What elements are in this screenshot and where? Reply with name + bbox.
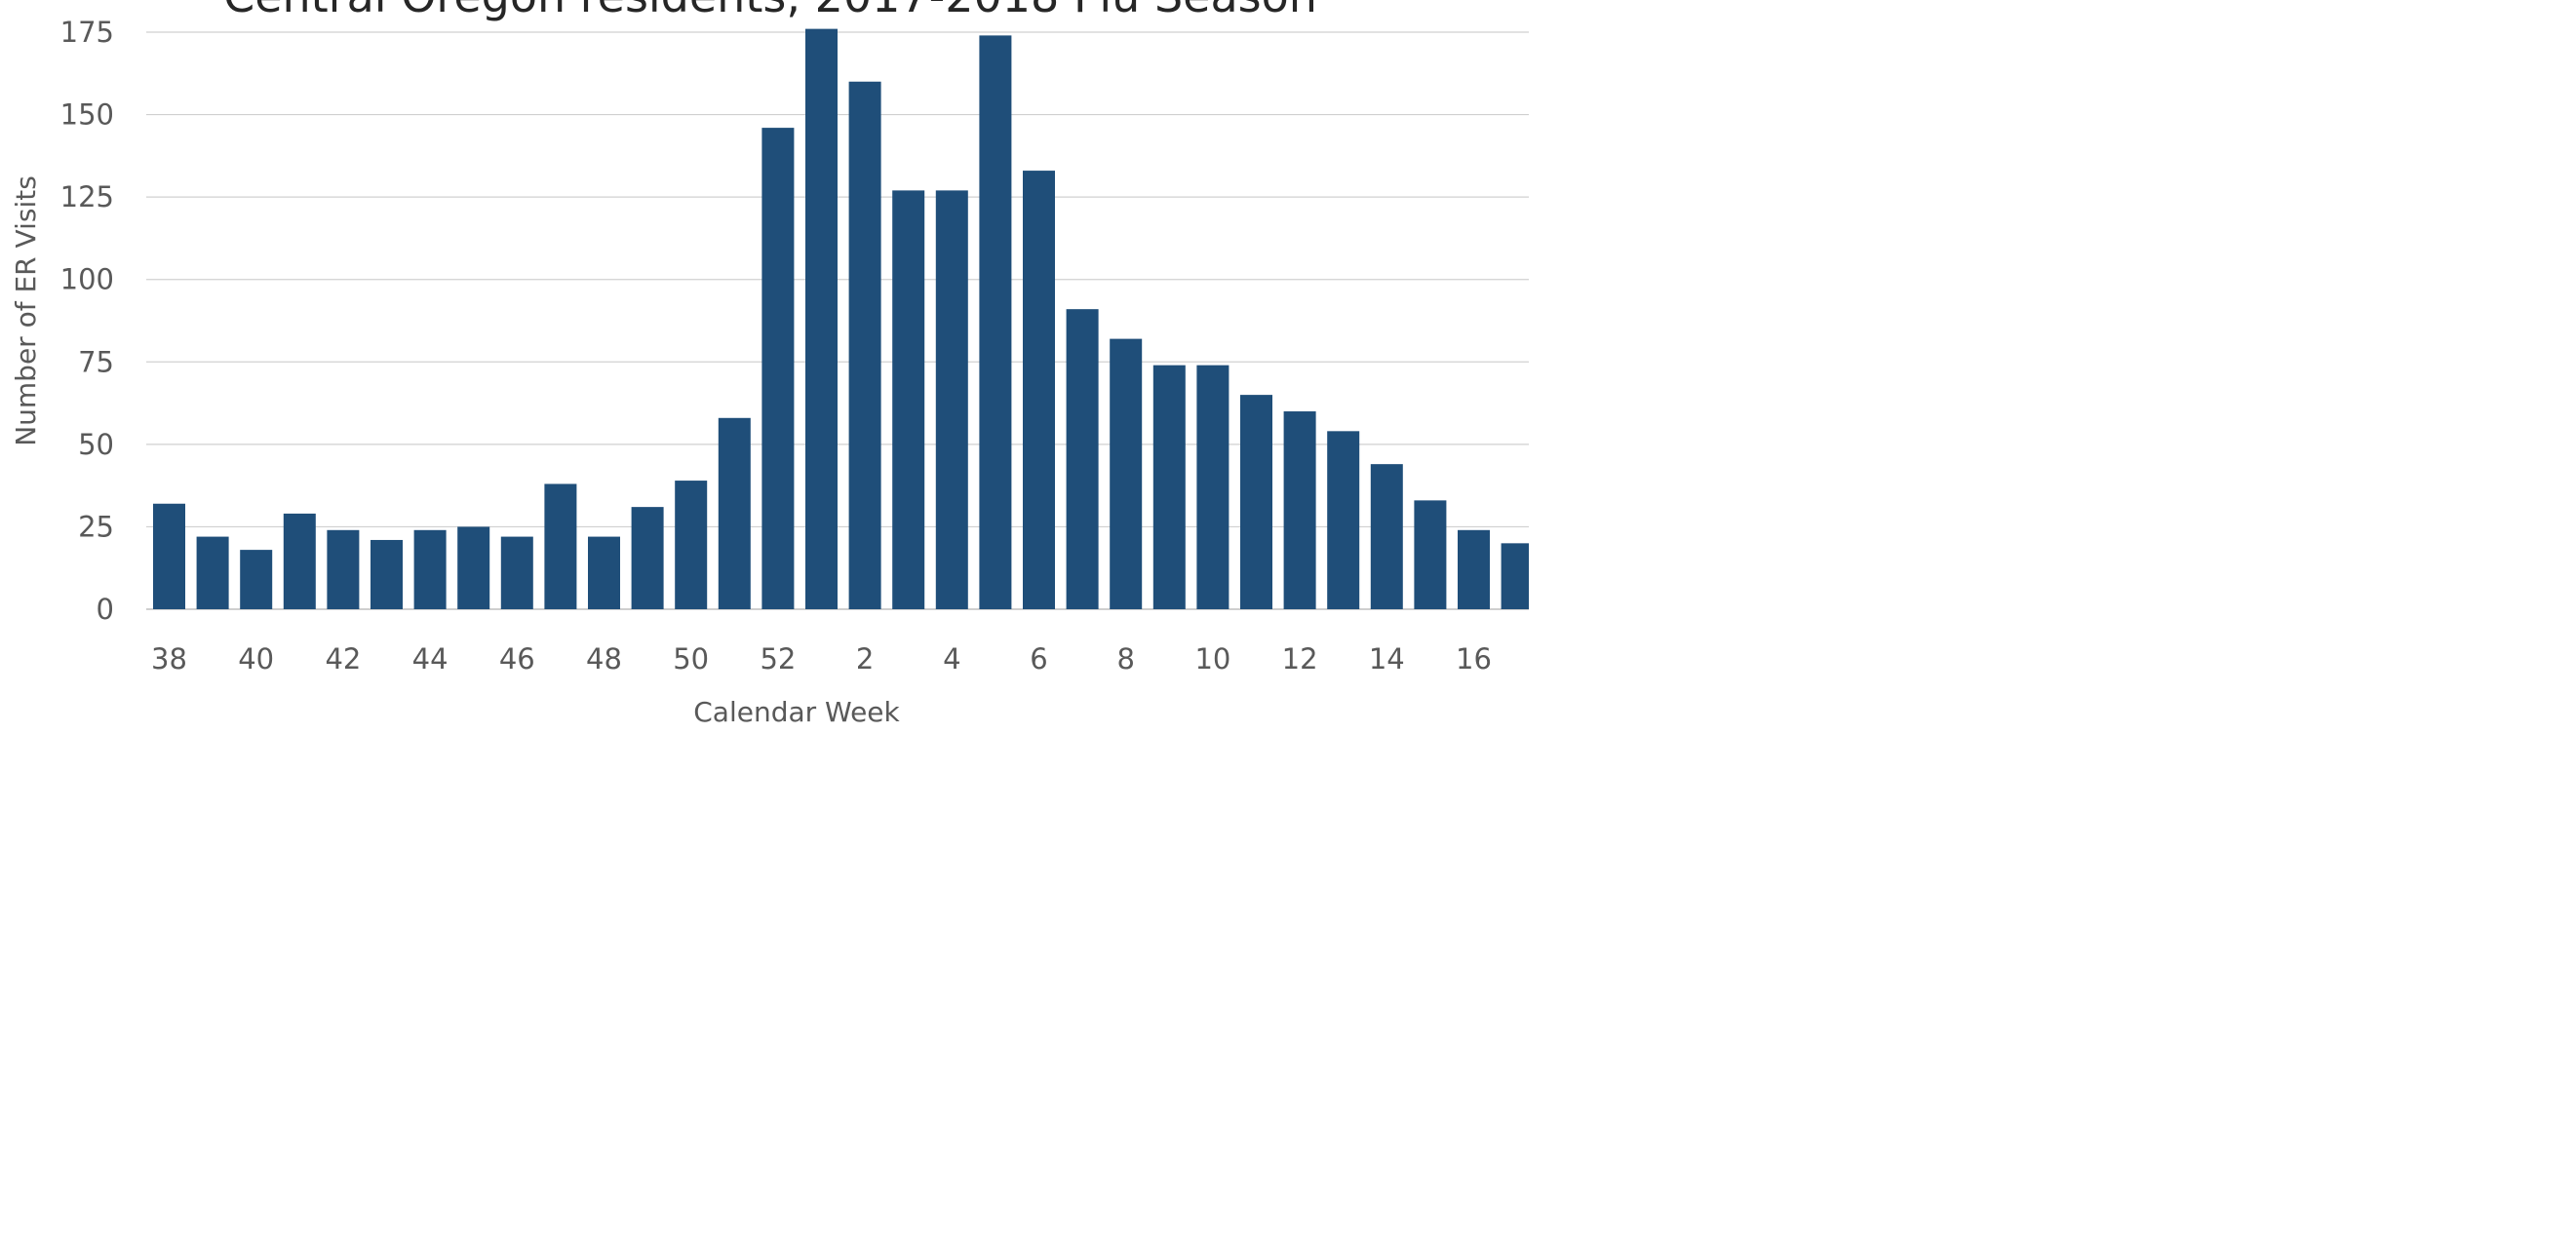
bar-week-8: [1110, 338, 1143, 609]
bar-week-17: [1501, 543, 1529, 609]
bar-week-1: [805, 28, 838, 610]
bar-week-44: [413, 529, 447, 609]
bar-week-50: [675, 481, 708, 609]
bar-week-43: [371, 539, 403, 609]
y-tick-label: 25: [78, 510, 114, 543]
x-tick-label: 4: [943, 642, 960, 675]
x-tick-label: 2: [856, 642, 874, 675]
y-tick-label: 0: [97, 593, 114, 626]
x-tick-label: 42: [325, 642, 361, 675]
y-tick-label: 75: [78, 345, 114, 378]
y-tick-label: 125: [60, 180, 114, 213]
bar-week-38: [153, 503, 185, 609]
bar-week-9: [1152, 365, 1186, 609]
x-tick-label: 50: [673, 642, 709, 675]
x-axis-ticks: 38 40 42 44 46 48 50 52 2 4 6 8 10 12 14 16: [151, 642, 1492, 675]
x-tick-label: 6: [1030, 642, 1047, 675]
flu-er-visits-bar-chart: Central Oregon residents, 2017-2018 Flu …: [10, 0, 1529, 728]
bar-week-52: [761, 128, 795, 610]
bar-week-7: [1066, 309, 1099, 609]
bar-week-40: [240, 550, 273, 609]
x-tick-label: 40: [238, 642, 274, 675]
bar-week-11: [1240, 395, 1272, 609]
x-axis-title: Calendar Week: [693, 696, 900, 728]
bar-week-6: [1023, 171, 1055, 609]
bar-week-41: [283, 513, 316, 609]
bar-week-12: [1283, 411, 1316, 609]
bars: [153, 28, 1529, 610]
bar-week-47: [544, 483, 577, 609]
y-tick-label: 50: [78, 428, 114, 461]
bar-week-51: [718, 417, 751, 609]
y-tick-label: 150: [60, 98, 114, 132]
bar-week-45: [457, 526, 490, 609]
y-axis-ticks: 0 25 50 75 100 125 150 175: [60, 16, 114, 626]
x-tick-label: 10: [1194, 642, 1230, 675]
y-tick-label: 100: [60, 263, 114, 296]
bar-week-13: [1327, 431, 1360, 609]
bar-week-48: [588, 536, 620, 609]
bar-week-5: [979, 35, 1012, 609]
x-tick-label: 12: [1282, 642, 1318, 675]
bar-week-14: [1370, 464, 1403, 609]
x-tick-label: 8: [1116, 642, 1134, 675]
bar-week-42: [327, 529, 360, 609]
bar-week-39: [196, 536, 229, 609]
bar-week-15: [1414, 500, 1447, 609]
y-tick-label: 175: [60, 16, 114, 49]
bar-week-46: [500, 536, 533, 609]
bar-week-10: [1196, 365, 1229, 609]
y-axis-title: Number of ER Visits: [10, 175, 42, 446]
bar-week-3: [892, 190, 925, 609]
bar-week-4: [935, 190, 968, 609]
x-tick-label: 52: [760, 642, 796, 675]
x-tick-label: 48: [586, 642, 622, 675]
x-tick-label: 16: [1456, 642, 1492, 675]
bar-week-16: [1458, 529, 1490, 609]
chart-title: Central Oregon residents, 2017-2018 Flu …: [223, 0, 1317, 22]
x-tick-label: 38: [151, 642, 187, 675]
x-tick-label: 14: [1369, 642, 1405, 675]
x-tick-label: 44: [412, 642, 449, 675]
bar-week-2: [848, 81, 881, 609]
bar-week-49: [631, 507, 664, 609]
x-tick-label: 46: [499, 642, 535, 675]
